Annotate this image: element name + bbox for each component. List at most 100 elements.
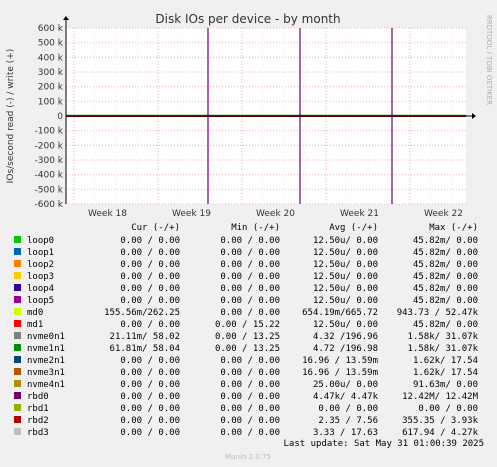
y-tick-label: 400 k <box>38 53 64 63</box>
legend-value-min: 0.00 / 0.00 <box>220 248 280 258</box>
legend-value-cur: 0.00 / 0.00 <box>120 356 180 366</box>
legend-series-name: loop2 <box>27 260 54 270</box>
legend-swatch <box>14 356 21 363</box>
legend-value-max: 45.82m/ 0.00 <box>413 248 478 258</box>
y-axis-arrow <box>63 16 69 20</box>
legend-series-name: loop1 <box>27 248 54 258</box>
y-tick-label: -500 k <box>35 185 64 195</box>
legend-value-max: 617.94 / 4.27k <box>402 428 478 438</box>
legend-series-name: rbd2 <box>27 416 49 426</box>
legend-swatch <box>14 344 21 351</box>
legend-value-cur: 61.81m/ 58.04 <box>110 344 180 354</box>
legend-value-avg: 654.19m/665.72 <box>302 308 378 318</box>
legend-swatch <box>14 260 21 267</box>
legend-value-min: 0.00 / 13.25 <box>215 344 280 354</box>
legend-value-avg: 4.32 /196.96 <box>313 332 378 342</box>
x-tick-label: Week 19 <box>172 209 211 219</box>
legend-swatch <box>14 236 21 243</box>
legend-header-min: Min (-/+) <box>231 223 280 233</box>
y-tick-label: 600 k <box>38 24 64 34</box>
y-tick-label: 300 k <box>38 68 64 78</box>
x-tick-label: Week 22 <box>424 209 463 219</box>
legend-value-max: 943.73 / 52.47k <box>397 308 479 318</box>
legend-series-name: rbd3 <box>27 428 49 438</box>
legend-value-max: 45.82m/ 0.00 <box>413 236 478 246</box>
legend-series-name: md1 <box>27 320 43 330</box>
legend-swatch <box>14 308 21 315</box>
legend-series-name: nvme3n1 <box>27 368 65 378</box>
legend-value-avg: 25.00u/ 0.00 <box>313 380 378 390</box>
legend-value-cur: 0.00 / 0.00 <box>120 368 180 378</box>
legend-value-min: 0.00 / 0.00 <box>220 416 280 426</box>
legend-swatch <box>14 248 21 255</box>
legend-value-avg: 4.47k/ 4.47k <box>313 392 379 402</box>
legend-header-avg: Avg (-/+) <box>329 223 378 233</box>
legend-value-avg: 12.50u/ 0.00 <box>313 320 378 330</box>
legend-value-cur: 0.00 / 0.00 <box>120 416 180 426</box>
legend-value-cur: 0.00 / 0.00 <box>120 404 180 414</box>
legend-series-name: md0 <box>27 308 43 318</box>
legend-value-cur: 0.00 / 0.00 <box>120 428 180 438</box>
legend: Cur (-/+) Min (-/+) Avg (-/+) Max (-/+) loop… <box>14 223 479 438</box>
legend-header-cur: Cur (-/+) <box>131 223 180 233</box>
legend-value-cur: 0.00 / 0.00 <box>120 320 180 330</box>
y-tick-label: -600 k <box>35 200 64 210</box>
legend-swatch <box>14 272 21 279</box>
x-tick-label: Week 18 <box>88 209 127 219</box>
legend-series-name: rbd0 <box>27 392 49 402</box>
legend-header-max: Max (-/+) <box>429 223 478 233</box>
legend-value-cur: 0.00 / 0.00 <box>120 296 180 306</box>
legend-series-name: nvme1n1 <box>27 344 65 354</box>
legend-series-name: nvme0n1 <box>27 332 65 342</box>
legend-value-min: 0.00 / 0.00 <box>220 272 280 282</box>
legend-swatch <box>14 332 21 339</box>
legend-series-name: loop5 <box>27 296 54 306</box>
legend-value-max: 12.42M/ 12.42M <box>402 392 478 402</box>
legend-value-max: 355.35 / 3.93k <box>402 416 478 426</box>
rrdtool-credit: RRDTOOL / TOBI OETIKER <box>485 15 493 105</box>
legend-value-max: 0.00 / 0.00 <box>418 404 478 414</box>
legend-value-avg: 16.96 / 13.59m <box>302 368 378 378</box>
legend-value-max: 45.82m/ 0.00 <box>413 320 478 330</box>
legend-swatch <box>14 320 21 327</box>
legend-value-cur: 0.00 / 0.00 <box>120 392 180 402</box>
legend-value-avg: 2.35 / 7.56 <box>318 416 378 426</box>
y-tick-label: 500 k <box>38 39 64 49</box>
legend-swatch <box>14 284 21 291</box>
legend-value-avg: 4.72 /196.98 <box>313 344 378 354</box>
legend-value-max: 1.58k/ 31.07k <box>408 344 479 354</box>
y-tick-label: -300 k <box>35 156 64 166</box>
legend-value-avg: 12.50u/ 0.00 <box>313 260 378 270</box>
legend-series-name: loop0 <box>27 236 54 246</box>
legend-series-name: rbd1 <box>27 404 49 414</box>
y-tick-label: -100 k <box>35 127 64 137</box>
legend-value-max: 1.62k/ 17.54 <box>413 368 478 378</box>
legend-value-avg: 12.50u/ 0.00 <box>313 236 378 246</box>
legend-swatch <box>14 380 21 387</box>
legend-value-cur: 0.00 / 0.00 <box>120 260 180 270</box>
munin-version: Munin 2.0.75 <box>225 453 271 461</box>
legend-value-max: 1.58k/ 31.07k <box>408 332 479 342</box>
legend-value-min: 0.00 / 0.00 <box>220 260 280 270</box>
legend-value-min: 0.00 / 0.00 <box>220 308 280 318</box>
y-tick-labels: 600 k 500 k 400 k 300 k 200 k 100 k 0 -100 k -20… <box>35 24 64 210</box>
chart-title: Disk IOs per device - by month <box>155 12 340 26</box>
y-tick-label: 200 k <box>38 83 64 93</box>
y-tick-label: 0 <box>57 112 63 122</box>
legend-value-min: 0.00 / 0.00 <box>220 284 280 294</box>
axes <box>63 16 476 204</box>
legend-series-name: nvme4n1 <box>27 380 65 390</box>
legend-value-avg: 16.96 / 13.59m <box>302 356 378 366</box>
legend-value-min: 0.00 / 0.00 <box>220 380 280 390</box>
y-tick-label: -200 k <box>35 141 64 151</box>
legend-value-max: 45.82m/ 0.00 <box>413 272 478 282</box>
legend-value-min: 0.00 / 0.00 <box>220 404 280 414</box>
legend-value-max: 45.82m/ 0.00 <box>413 284 478 294</box>
legend-swatch <box>14 404 21 411</box>
legend-swatch <box>14 296 21 303</box>
legend-value-max: 91.63m/ 0.00 <box>413 380 478 390</box>
legend-value-min: 0.00 / 0.00 <box>220 392 280 402</box>
legend-value-min: 0.00 / 0.00 <box>220 428 280 438</box>
legend-value-min: 0.00 / 0.00 <box>220 236 280 246</box>
